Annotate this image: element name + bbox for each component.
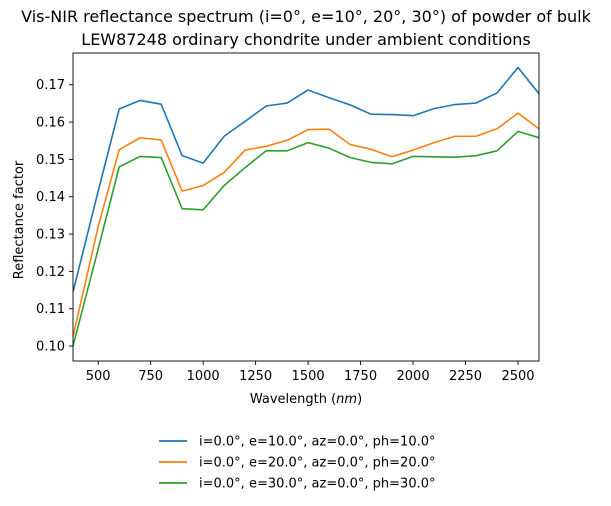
series-line-2 <box>73 112 539 337</box>
y-tick-label: 0.10 <box>36 340 65 355</box>
y-tick-label: 0.15 <box>36 153 65 168</box>
y-tick-label: 0.16 <box>36 116 65 131</box>
legend-label-1: i=0.0°, e=10.0°, az=0.0°, ph=10.0° <box>199 435 436 450</box>
legend-label-3: i=0.0°, e=30.0°, az=0.0°, ph=30.0° <box>199 477 436 492</box>
legend: i=0.0°, e=10.0°, az=0.0°, ph=10.0° i=0.0°… <box>159 435 436 492</box>
x-tick-label: 2500 <box>501 369 534 384</box>
x-tick-label: 750 <box>138 369 163 384</box>
x-tick-label: 500 <box>86 369 111 384</box>
series-group <box>73 66 539 347</box>
series-line-1 <box>73 66 539 293</box>
x-tick-label: 1000 <box>187 369 220 384</box>
chart-subtitle: LEW87248 ordinary chondrite under ambien… <box>81 30 530 49</box>
series-line-3 <box>73 130 539 347</box>
x-tick-label: 1750 <box>344 369 377 384</box>
y-tick-label: 0.17 <box>36 78 65 93</box>
x-tick-label: 2000 <box>397 369 430 384</box>
plot-area: 500 750 1000 1250 1500 1750 2000 2250 2500 0.10 0.… <box>36 52 540 384</box>
y-tick-label: 0.14 <box>36 190 65 205</box>
y-tick-label: 0.12 <box>36 265 65 280</box>
chart-title: Vis-NIR reflectance spectrum (i=0°, e=10… <box>21 7 591 26</box>
x-tick-label: 1500 <box>292 369 325 384</box>
x-axis-label: Wavelength (nm) <box>250 392 362 407</box>
x-tick-label: 2250 <box>449 369 482 384</box>
legend-label-2: i=0.0°, e=20.0°, az=0.0°, ph=20.0° <box>199 456 436 471</box>
plot-frame <box>72 52 540 362</box>
x-tick-label: 1250 <box>239 369 272 384</box>
y-axis-label: Reflectance factor <box>12 160 27 279</box>
y-tick-label: 0.11 <box>36 302 65 317</box>
y-tick-label: 0.13 <box>36 228 65 243</box>
